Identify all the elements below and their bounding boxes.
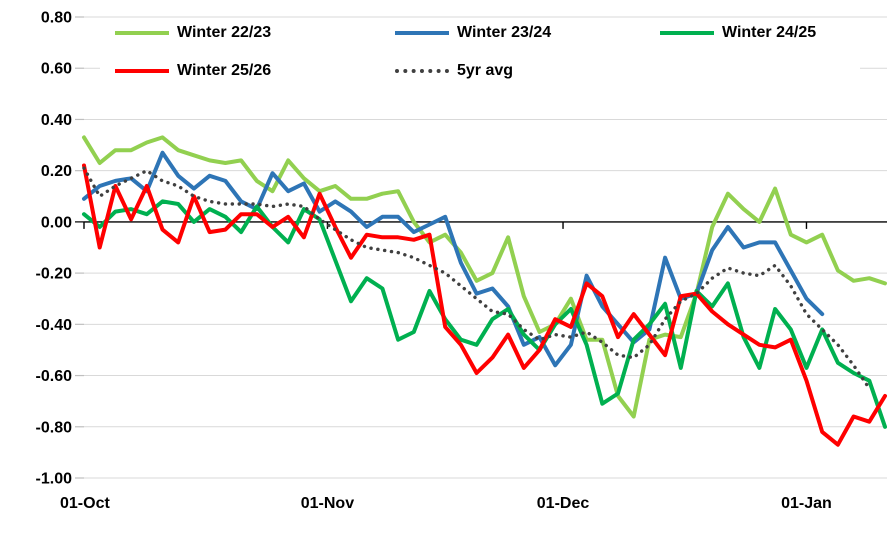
line-swatch-icon bbox=[395, 31, 449, 35]
series-line-winter-23-24 bbox=[82, 150, 825, 368]
series-line-winter-25-26 bbox=[82, 163, 887, 447]
legend-row-2: Winter 25/26 5yr avg bbox=[100, 60, 860, 82]
legend-label-winter-25-26: Winter 25/26 bbox=[177, 62, 272, 79]
legend-item-winter-22-23: Winter 22/23 bbox=[115, 22, 271, 44]
x-axis-label: 01-Dec bbox=[537, 495, 590, 512]
y-axis-label: 0.60 bbox=[41, 61, 72, 78]
legend-item-5yr-avg: 5yr avg bbox=[395, 60, 513, 82]
series-line-winter-22-23 bbox=[82, 135, 887, 419]
legend-label-winter-23-24: Winter 23/24 bbox=[457, 24, 552, 41]
line-swatch-icon bbox=[115, 69, 169, 73]
x-axis-label: 01-Nov bbox=[301, 495, 354, 512]
y-axis-label: -0.60 bbox=[36, 368, 73, 385]
dotted-line-swatch-icon bbox=[395, 69, 449, 73]
legend-label-winter-22-23: Winter 22/23 bbox=[177, 24, 272, 41]
y-axis-label: 0.80 bbox=[41, 10, 72, 27]
series-line-winter-24-25 bbox=[82, 199, 887, 429]
legend-row-1: Winter 22/23 Winter 23/24 Winter 24/25 bbox=[100, 22, 860, 44]
chart-legend: Winter 22/23 Winter 23/24 Winter 24/25 W… bbox=[100, 14, 860, 90]
legend-item-winter-25-26: Winter 25/26 bbox=[115, 60, 271, 82]
y-axis-label: 0.40 bbox=[41, 112, 72, 129]
y-axis-label: -0.80 bbox=[36, 419, 73, 436]
y-axis-label: -0.40 bbox=[36, 317, 73, 334]
y-axis-label: 0.20 bbox=[41, 163, 72, 180]
legend-label-5yr-avg: 5yr avg bbox=[457, 62, 514, 79]
y-axis-label: -1.00 bbox=[36, 471, 73, 488]
x-axis-label: 01-Oct bbox=[60, 495, 110, 512]
legend-item-winter-24-25: Winter 24/25 bbox=[660, 22, 816, 44]
legend-item-winter-23-24: Winter 23/24 bbox=[395, 22, 551, 44]
y-axis-label: 0.00 bbox=[41, 214, 72, 231]
legend-label-winter-24-25: Winter 24/25 bbox=[722, 24, 817, 41]
line-swatch-icon bbox=[660, 31, 714, 35]
line-swatch-icon bbox=[115, 31, 169, 35]
y-axis-label: -0.20 bbox=[36, 266, 73, 283]
x-axis-label: 01-Jan bbox=[781, 495, 832, 512]
